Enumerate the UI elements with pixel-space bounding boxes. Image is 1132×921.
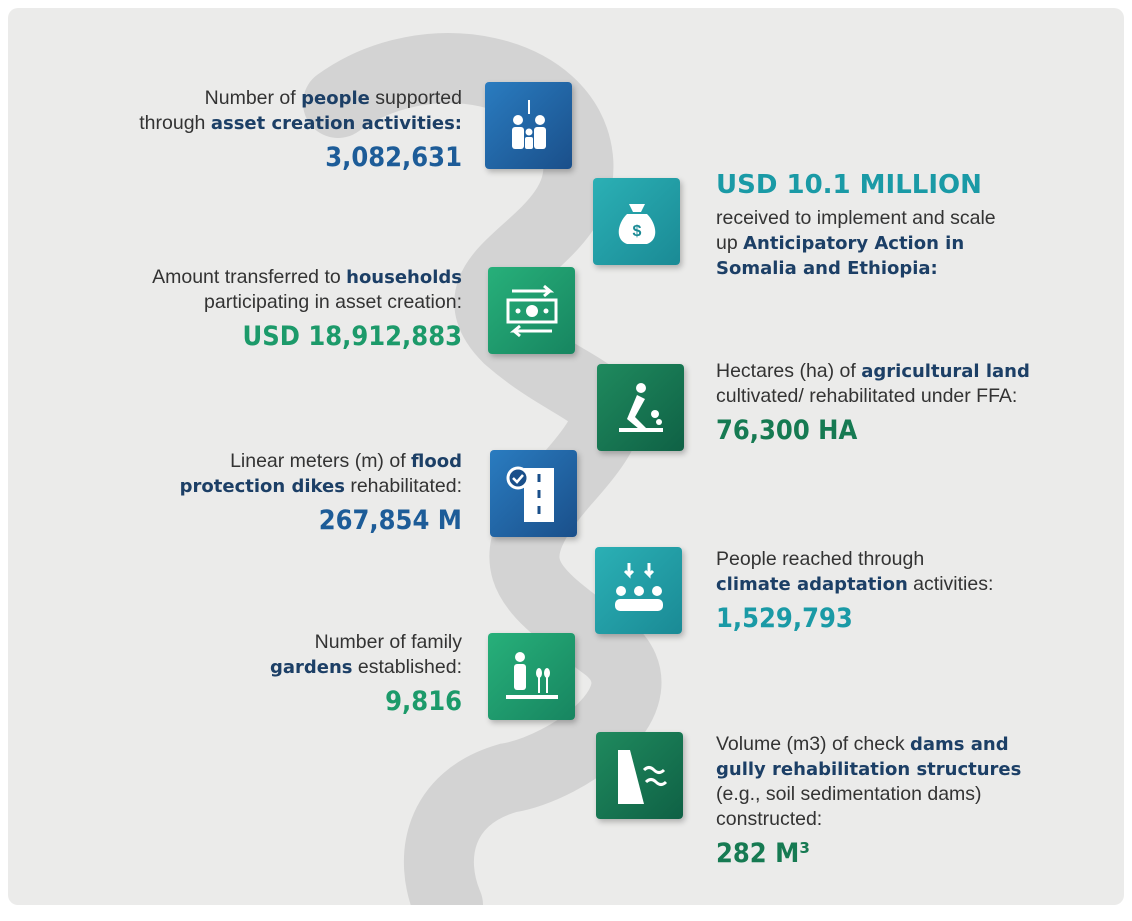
stat-value: USD 18,912,883 [242, 321, 462, 352]
swirl [303, 33, 662, 905]
text: cultivated/ rehabilitated under FFA: [716, 385, 1018, 407]
text: Hectares (ha) of [716, 360, 862, 382]
stat-heading: USD 10.1 MILLION [716, 170, 982, 200]
text-line: gully rehabilitation structures [716, 757, 1021, 782]
bold-text: flood [411, 451, 462, 472]
text: participating in asset creation: [204, 291, 462, 313]
stat-item: Hectares (ha) of agricultural land cultiv… [716, 359, 1030, 451]
text-line: climate adaptation activities: [716, 572, 993, 597]
bold-text: agricultural land [861, 361, 1030, 382]
icon-money-bag: $ [593, 178, 680, 265]
icon-dam [596, 732, 683, 819]
stat-value: 267,854 M [318, 505, 462, 536]
infographic: $ Number of people supported through asse… [8, 8, 1124, 905]
text-line: participating in asset creation: [152, 290, 462, 315]
text: through [139, 112, 211, 134]
text: rehabilitated: [344, 475, 462, 497]
text: established: [352, 656, 462, 678]
text-line: protection dikes rehabilitated: [180, 474, 462, 499]
text: Linear meters (m) of [230, 450, 412, 472]
stat-value: 3,082,631 [325, 142, 462, 173]
svg-text:$: $ [633, 223, 642, 240]
stat-value: 282 M³ [716, 838, 810, 869]
text-line: Linear meters (m) of flood [180, 449, 462, 474]
text-line: Amount transferred to households [152, 265, 462, 290]
text: activities: [907, 573, 994, 595]
icon-garden [488, 633, 575, 720]
bold-text: gully rehabilitation structures [716, 759, 1022, 780]
text-line: up Anticipatory Action in [716, 231, 996, 256]
text-line: People reached through [716, 547, 993, 572]
stat-value: 1,529,793 [716, 603, 853, 634]
stat-item: Number of people supported through asset … [139, 86, 462, 178]
stat-item: USD 10.1 MILLION received to implement an… [716, 168, 996, 281]
stat-value: 76,300 HA [716, 415, 858, 446]
bold-text: climate adaptation [716, 574, 908, 595]
bold-text: Anticipatory Action in [743, 233, 965, 254]
icon-road [490, 450, 577, 537]
stat-item: People reached through climate adaptation… [716, 547, 993, 639]
bold-text: asset creation activities: [210, 113, 462, 134]
text: constructed: [716, 808, 823, 830]
brush-stroke [303, 33, 662, 905]
bold-text: gardens [269, 657, 353, 678]
text: up [716, 232, 744, 254]
text: Number of [204, 87, 302, 109]
text-line: cultivated/ rehabilitated under FFA: [716, 384, 1030, 409]
text-line: constructed: [716, 807, 1021, 832]
stat-item: Amount transferred to households particip… [152, 265, 462, 357]
text-line: Somalia and Ethiopia: [716, 256, 996, 281]
text-line: through asset creation activities: [139, 111, 462, 136]
bold-text: households [346, 267, 462, 288]
text: received to implement and scale [716, 207, 996, 229]
text-line: received to implement and scale [716, 206, 996, 231]
text-line: Volume (m3) of check dams and [716, 732, 1021, 757]
text: Number of family [314, 631, 462, 653]
icon-climate [595, 547, 682, 634]
bold-text: dams and [910, 734, 1009, 755]
text-line: Number of people supported [139, 86, 462, 111]
text: (e.g., soil sedimentation dams) [716, 783, 982, 805]
text: Amount transferred to [152, 266, 347, 288]
bold-text: protection dikes [179, 476, 345, 497]
text-line: Hectares (ha) of agricultural land [716, 359, 1030, 384]
stat-item: Number of family gardens established: 9,81… [270, 630, 462, 722]
stat-item: Linear meters (m) of flood protection dik… [180, 449, 462, 541]
text: supported [369, 87, 462, 109]
stat-value: 9,816 [385, 686, 462, 717]
stat-item: Volume (m3) of check dams and gully rehab… [716, 732, 1021, 874]
text-line: gardens established: [270, 655, 462, 680]
text-line: (e.g., soil sedimentation dams) [716, 782, 1021, 807]
bold-text: people [301, 88, 370, 109]
icon-transfer [488, 267, 575, 354]
text-line: Number of family [270, 630, 462, 655]
icon-people [485, 82, 572, 169]
bold-text: Somalia and Ethiopia: [716, 258, 938, 279]
text: Volume (m3) of check [716, 733, 910, 755]
text: People reached through [716, 548, 925, 570]
icon-land [597, 364, 684, 451]
